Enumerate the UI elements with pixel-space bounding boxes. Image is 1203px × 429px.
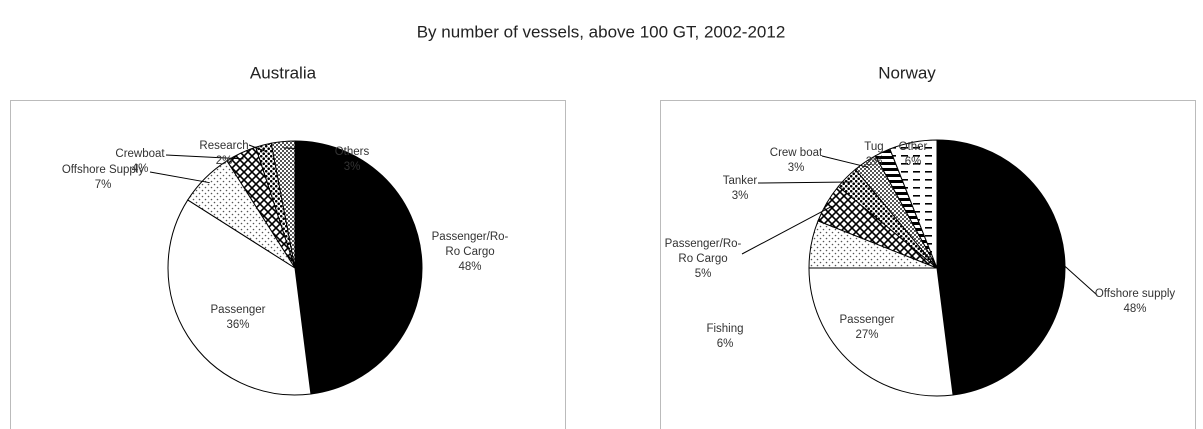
leader-line — [283, 147, 329, 151]
value-label: 3% — [787, 162, 805, 174]
slice-label: Offshore supply 48% — [1085, 287, 1185, 317]
category-label: Passenger/Ro-Ro Cargo — [431, 231, 509, 258]
slice-label: Crewboat 4% — [105, 147, 175, 177]
pie-slice — [294, 140, 423, 395]
panel-frame — [660, 100, 1196, 429]
value-label: 2% — [215, 155, 233, 167]
chart-title: Australia — [250, 63, 317, 82]
category-label: Other — [898, 141, 928, 153]
pie-slice — [889, 139, 938, 269]
value-label: 48% — [1123, 303, 1147, 315]
slice-label: Other 6% — [893, 140, 933, 170]
pie-slice — [270, 140, 296, 269]
slice-label: Tanker 3% — [710, 174, 770, 204]
value-label: 3% — [343, 161, 361, 173]
category-label: Research — [199, 140, 249, 152]
pie-slice — [808, 267, 954, 397]
slice-label: Others 3% — [317, 145, 387, 175]
slice-label: Passenger/Ro-Ro Cargo 48% — [425, 230, 515, 275]
leader-line — [149, 171, 210, 184]
leader-line — [821, 155, 869, 168]
chart-title: Norway — [878, 63, 936, 82]
slice-label: Fishing 6% — [695, 322, 755, 352]
slice-label: Passenger 36% — [198, 303, 278, 333]
value-label: 7% — [94, 179, 112, 191]
page-title: By number of vessels, above 100 GT, 2002… — [417, 22, 786, 41]
value-label: 2% — [865, 156, 883, 168]
leader-line — [741, 205, 833, 255]
slice-label: Tug 2% — [854, 140, 894, 170]
pie-slice — [167, 199, 312, 396]
panel-frame — [10, 100, 566, 429]
category-label: Offshore Supply — [61, 164, 145, 176]
leader-line — [414, 244, 421, 261]
value-label: 6% — [904, 156, 922, 168]
leader-line — [165, 154, 244, 160]
value-label: 6% — [716, 338, 734, 350]
category-label: Fishing — [706, 323, 744, 335]
leader-line — [248, 144, 266, 152]
category-label: Tanker — [722, 175, 758, 187]
category-label: Crewboat — [115, 148, 165, 160]
value-label: 27% — [855, 329, 879, 341]
slice-label: Offshore Supply 7% — [53, 163, 153, 193]
value-label: 36% — [226, 319, 250, 331]
value-label: 4% — [131, 163, 149, 175]
slice-label: Research 2% — [189, 139, 259, 169]
slice-label: Passenger 27% — [827, 313, 907, 343]
category-label: Tug — [864, 141, 884, 153]
category-label: Crew boat — [769, 147, 823, 159]
slice-label: Passenger/Ro-Ro Cargo 5% — [661, 237, 745, 282]
leader-line — [880, 155, 886, 159]
value-label: 3% — [731, 190, 749, 202]
category-label: Passenger — [210, 304, 266, 316]
slice-label: Crew boat 3% — [761, 146, 831, 176]
leader-line — [1058, 259, 1098, 296]
category-label: Passenger — [839, 314, 895, 326]
value-label: 5% — [694, 268, 712, 280]
category-label: Others — [334, 146, 370, 158]
category-label: Passenger/Ro-Ro Cargo — [664, 238, 742, 265]
leader-line — [757, 181, 852, 184]
category-label: Offshore supply — [1094, 288, 1176, 300]
pie-slice — [936, 139, 1066, 396]
value-label: 48% — [458, 261, 482, 273]
